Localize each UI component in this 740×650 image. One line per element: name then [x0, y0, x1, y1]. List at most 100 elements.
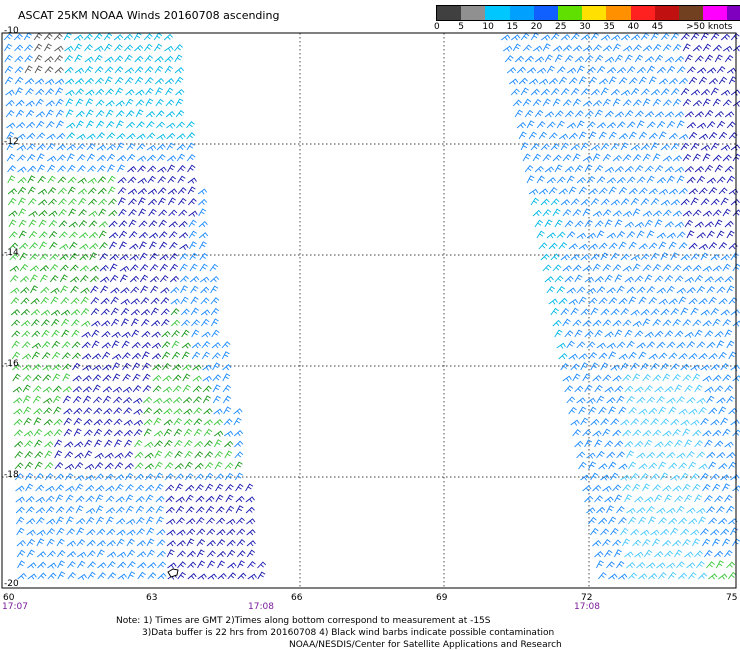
wind-barb	[86, 153, 96, 162]
wind-barb	[99, 264, 109, 272]
wind-barb	[644, 439, 653, 448]
color-swatch	[582, 6, 607, 20]
wind-barb	[257, 561, 267, 569]
wind-barb	[177, 561, 187, 569]
wind-barb	[562, 154, 572, 162]
wind-barb	[724, 165, 734, 173]
wind-barb	[668, 188, 679, 195]
wind-barb	[632, 208, 641, 217]
wind-barb	[640, 529, 650, 536]
wind-barb	[650, 88, 661, 96]
wind-barb	[686, 450, 695, 459]
wind-barb	[47, 186, 57, 195]
wind-barb	[7, 197, 17, 206]
wind-barb	[37, 175, 46, 184]
wind-barb	[175, 505, 185, 514]
wind-barb	[20, 297, 30, 305]
wind-barb	[668, 406, 677, 415]
wind-barb	[125, 484, 134, 492]
wind-barb	[59, 264, 69, 272]
wind-barb	[5, 99, 15, 107]
wind-barb	[75, 98, 84, 107]
wind-barb	[592, 374, 602, 382]
wind-barb	[504, 55, 514, 63]
wind-barb	[46, 550, 56, 558]
wind-barb	[646, 396, 656, 404]
wind-barb	[642, 264, 652, 272]
wind-barb	[116, 132, 126, 140]
wind-barb	[678, 296, 687, 305]
wind-barb	[598, 517, 608, 525]
color-scale-tick-label: >50 knots	[686, 22, 733, 32]
wind-barb	[15, 109, 25, 118]
wind-barb	[77, 188, 88, 195]
wind-barb	[666, 451, 676, 459]
wind-barb	[544, 111, 555, 118]
wind-barb	[592, 44, 602, 52]
wind-barb	[64, 463, 75, 470]
wind-barb	[562, 265, 572, 272]
wind-barb	[10, 297, 20, 305]
wind-barb	[56, 527, 65, 536]
wind-barb	[189, 263, 198, 272]
wind-barb	[686, 230, 695, 239]
wind-barb	[16, 144, 27, 151]
wind-barb	[89, 242, 99, 250]
wind-barb	[660, 252, 669, 261]
wind-barb	[41, 319, 50, 327]
wind-barb	[714, 164, 723, 173]
wind-barb	[644, 331, 654, 338]
wind-barb	[664, 166, 674, 173]
wind-barb	[70, 309, 81, 316]
wind-barb	[68, 208, 77, 217]
wind-barb	[720, 417, 729, 426]
wind-barb	[36, 529, 46, 536]
wind-barb	[124, 462, 134, 470]
wind-barb	[664, 330, 674, 338]
wind-barb	[678, 462, 688, 470]
wind-barb	[165, 484, 175, 492]
wind-barb	[608, 461, 617, 470]
wind-barb	[176, 550, 186, 558]
wind-barb	[652, 538, 661, 547]
wind-barb	[576, 397, 586, 404]
wind-barb	[634, 330, 644, 338]
wind-barb	[666, 341, 676, 349]
wind-barb	[27, 562, 37, 569]
wind-barb	[77, 177, 87, 184]
wind-barb	[542, 154, 552, 162]
wind-barb	[196, 549, 205, 558]
wind-barb	[144, 473, 154, 481]
wind-barb	[654, 494, 663, 503]
wind-barb	[656, 232, 666, 239]
wind-barb	[664, 221, 674, 228]
wind-barb	[594, 109, 603, 118]
color-scale-tick-label: 20	[530, 22, 543, 32]
wind-barb	[552, 154, 562, 162]
wind-barb	[636, 452, 646, 459]
wind-barb	[32, 374, 42, 382]
wind-barb	[530, 32, 539, 41]
wind-barb	[92, 374, 102, 382]
wind-barb	[185, 494, 194, 503]
wind-barb	[177, 165, 186, 173]
wind-barb	[59, 274, 68, 283]
wind-barb	[524, 165, 534, 173]
wind-barb	[724, 220, 734, 228]
wind-barb	[598, 187, 608, 195]
wind-barb	[626, 507, 636, 514]
wind-barb	[556, 120, 565, 129]
wind-barb	[684, 384, 693, 393]
wind-barb	[91, 329, 100, 338]
wind-barb	[530, 88, 540, 96]
wind-barb	[226, 518, 236, 525]
wind-barb	[84, 439, 93, 448]
wind-barb	[692, 483, 701, 492]
wind-barb	[221, 351, 230, 360]
wind-barb	[550, 253, 560, 261]
wind-barb	[4, 43, 13, 52]
wind-barb	[696, 507, 706, 514]
wind-barb	[686, 396, 696, 404]
wind-barb	[72, 395, 82, 404]
wind-barb	[158, 209, 168, 217]
